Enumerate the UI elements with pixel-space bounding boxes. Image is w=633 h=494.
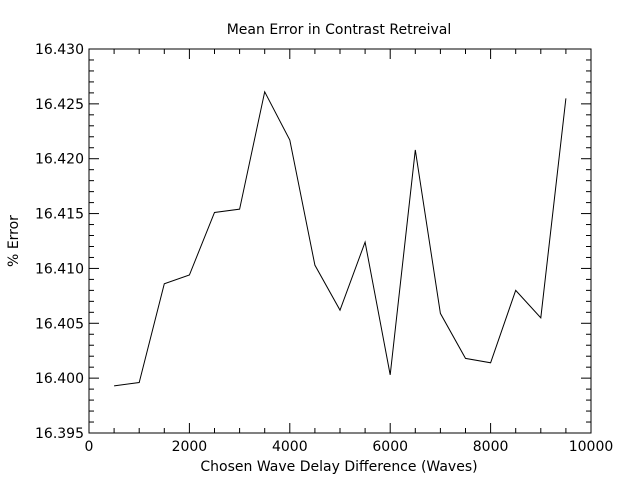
- y-tick-label: 16.405: [35, 316, 84, 332]
- y-tick-label: 16.420: [35, 152, 84, 168]
- x-tick-label: 8000: [473, 439, 509, 455]
- x-tick-label: 0: [85, 439, 94, 455]
- x-tick-label: 6000: [372, 439, 408, 455]
- axis-ticks: [88, 48, 592, 434]
- y-tick-labels: 16.395 16.400 16.405 16.410 16.415 16.420 16.4…: [35, 42, 84, 442]
- series-line: [114, 90, 567, 387]
- y-tick-label: 16.410: [35, 261, 84, 277]
- y-axis-label: % Error: [6, 215, 22, 267]
- plot-frame: [88, 48, 592, 434]
- y-tick-label: 16.400: [35, 371, 84, 387]
- y-tick-label: 16.430: [35, 42, 84, 58]
- y-tick-label: 16.415: [35, 207, 84, 223]
- x-tick-label: 4000: [272, 439, 308, 455]
- x-axis-label: Chosen Wave Delay Difference (Waves): [200, 459, 477, 475]
- x-tick-label: 2000: [172, 439, 208, 455]
- chart-title: Mean Error in Contrast Retreival: [227, 22, 452, 38]
- x-tick-label: 10000: [569, 439, 614, 455]
- y-tick-label: 16.425: [35, 97, 84, 113]
- x-tick-labels: 0 2000 4000 6000 8000 10000: [85, 439, 614, 455]
- y-tick-label: 16.395: [35, 426, 84, 442]
